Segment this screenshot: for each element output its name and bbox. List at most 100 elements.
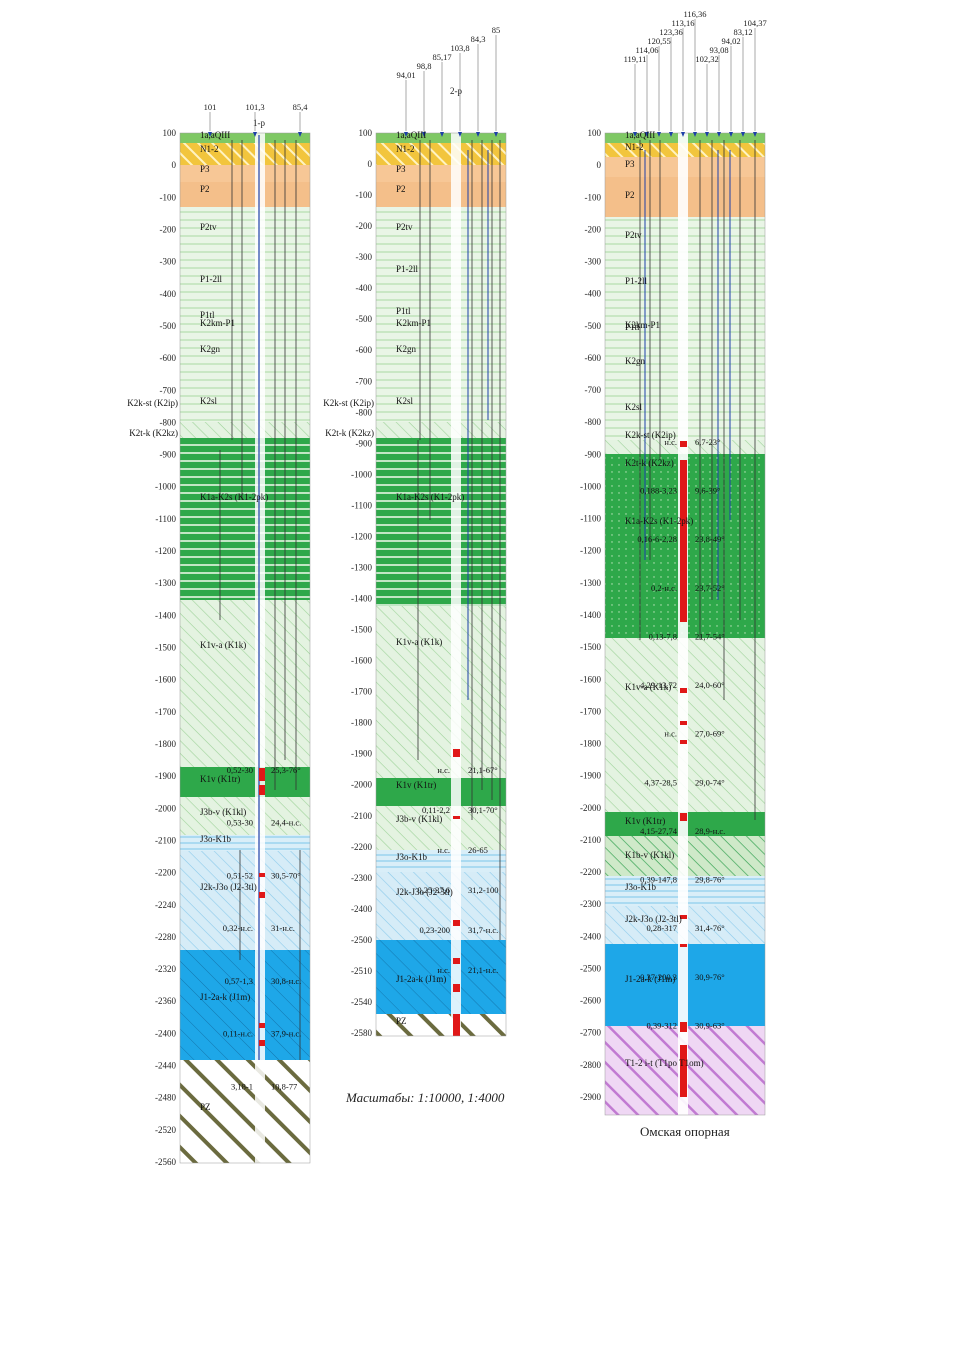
wellhead-value-label: 104,37 [743,18,766,28]
depth-tick-label: -2510 [351,966,372,976]
interval-right-label: 31,2-100 [468,885,498,895]
interval-left-label: 0,32-н.с. [223,923,253,933]
depth-tick-label: -1800 [580,739,601,749]
depth-tick-label: -2440 [155,1061,176,1071]
depth-tick-label: -2700 [580,1028,601,1038]
interval-left-label: 0,51-52 [227,870,253,880]
stratigraphic-unit-label: P3 [625,159,635,169]
interval-left-label: н.с. [437,845,450,855]
depth-tick-label: 100 [163,128,177,138]
wellhead-marker [705,132,709,137]
depth-tick-label: -800 [160,417,177,427]
stratigraphic-unit-label: K2t-k (K2kz) [325,428,374,438]
red-interval [453,958,460,964]
depth-tick-label: -200 [356,221,373,231]
wellhead-value-label: 103,8 [450,43,469,53]
stratigraphic-unit-label: P3 [396,164,406,174]
interval-left-label: 0,11-2,2 [422,805,450,815]
depth-tick-label: -100 [356,190,373,200]
depth-tick-label: -1500 [580,642,601,652]
depth-tick-label: -700 [585,385,602,395]
depth-tick-label: -400 [585,289,602,299]
unit-kulomzin [376,806,506,850]
stratigraphic-unit-label: P2 [625,190,635,200]
stratigraphic-unit-label: P1tl [200,310,215,320]
depth-tick-label: -1700 [351,687,372,697]
red-interval [259,873,265,877]
depth-tick-label: -2000 [155,803,176,813]
unit-tara [180,767,310,797]
well-label: 1-р [253,118,265,128]
depth-tick-label: -1900 [155,771,176,781]
interval-left-label: 0,11-н.с. [223,1029,253,1039]
stratigraphic-unit-label: K2k-st (K2ip) [323,398,374,408]
wellhead-value-label: 113,16 [671,18,694,28]
interval-left-label: 0,16-6-2,28 [637,534,677,544]
depth-tick-label: -2200 [155,868,176,878]
stratigraphic-unit-label: J2k-J3o (J2-3tl) [396,887,453,897]
depth-tick-label: -1000 [155,482,176,492]
unit-paleogene-middle [376,182,506,207]
stratigraphic-unit-label: K1a-K2s (K1-2pk) [396,492,464,502]
depth-tick-label: -1500 [351,625,372,635]
red-interval [453,1014,460,1036]
wellhead-marker [440,132,444,137]
depth-tick-label: -500 [585,321,602,331]
stratigraphic-unit-label: PZ [396,1016,407,1026]
depth-tick-label: -2520 [155,1125,176,1135]
interval-left-label: 0,39-147,8 [640,875,677,885]
well-label: 2-р [450,86,462,96]
red-interval [259,785,265,795]
red-interval [680,915,687,919]
depth-tick-label: -2000 [351,780,372,790]
interval-left-label: 0,37-200,3 [640,972,677,982]
wellhead-value-label: 85 [492,25,501,35]
depth-tick-label: -400 [160,289,177,299]
stratigraphic-unit-label: P2tv [200,222,217,232]
red-interval [259,768,265,781]
interval-left-label: 3,18-1 [231,1081,253,1091]
depth-tick-label: -1200 [351,531,372,541]
wellhead-value-label: 83,12 [733,27,752,37]
depth-tick-label: -1400 [155,610,176,620]
wellhead-value-label: 94,01 [396,70,415,80]
depth-tick-label: -1300 [580,578,601,588]
red-interval [680,460,687,622]
wellhead-marker [753,132,757,137]
unit-kulomzin [180,797,310,835]
depth-tick-label: -1800 [155,739,176,749]
stratigraphic-unit-label: K1v (K1tr) [200,774,240,784]
depth-tick-label: -600 [356,345,373,355]
depth-tick-label: -2400 [155,1028,176,1038]
stratigraphic-unit-label: P1-2ll [396,264,419,274]
depth-tick-label: -300 [356,252,373,262]
stratigraphic-unit-label: J1-2a-k (J1m) [396,974,446,984]
depth-tick-label: -1300 [351,562,372,572]
wellhead-marker [729,132,733,137]
stratigraphic-unit-label: 1a,aQIII [200,130,230,140]
stratigraphic-unit-label: K1v (K1tr) [625,816,665,826]
interval-right-label: 31,4-76° [695,923,725,933]
stratigraphic-unit-label: K1v-a (K1k) [625,682,671,692]
interval-right-label: 31,7-н.с. [468,925,498,935]
wellhead-marker [681,132,685,137]
interval-left-label: 4,37-28,5 [644,777,677,787]
stratigraphic-unit-label: J3b-v (K1kl) [396,814,442,824]
wellhead-value-label: 93,08 [709,45,728,55]
depth-tick-label: -2400 [351,904,372,914]
depth-tick-label: -500 [160,321,177,331]
stratigraphic-unit-label: P2 [200,184,210,194]
interval-right-label: 30,9-63° [695,1020,725,1030]
interval-right-label: 10,8-77 [271,1081,297,1091]
depth-tick-label: -400 [356,283,373,293]
depth-tick-label: -1500 [155,643,176,653]
depth-tick-label: -2400 [580,931,601,941]
stratigraphic-unit-label: J3o-K1b [625,882,656,892]
interval-left-label: 0,39-312 [647,1020,677,1030]
depth-tick-label: -2100 [580,835,601,845]
unit-pokur [376,438,506,606]
depth-tick-label: -2300 [580,899,601,909]
depth-tick-label: -2480 [155,1093,176,1103]
unit-paleogene-upper [180,165,310,182]
depth-tick-label: -1700 [155,707,176,717]
